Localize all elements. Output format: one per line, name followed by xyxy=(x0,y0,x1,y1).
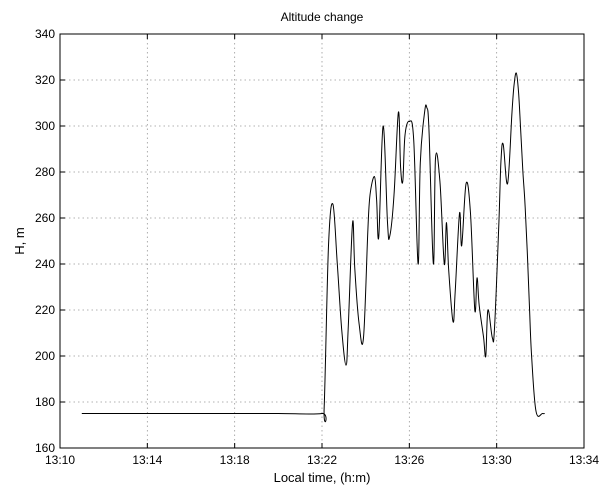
x-tick-label: 13:14 xyxy=(132,453,162,467)
x-tick-label: 13:30 xyxy=(482,453,512,467)
y-tick-label: 340 xyxy=(35,27,55,41)
y-tick-label: 180 xyxy=(35,395,55,409)
x-tick-label: 13:10 xyxy=(45,453,75,467)
chart-title: Altitude change xyxy=(281,10,364,24)
altitude-series-line xyxy=(81,72,545,423)
y-tick-label: 300 xyxy=(35,119,55,133)
y-axis-label: H, m xyxy=(12,227,27,254)
x-tick-label: 13:34 xyxy=(569,453,599,467)
y-tick-label: 280 xyxy=(35,165,55,179)
grid-lines xyxy=(60,34,584,448)
y-tick-label: 200 xyxy=(35,349,55,363)
y-tick-label: 260 xyxy=(35,211,55,225)
x-tick-label: 13:18 xyxy=(220,453,250,467)
axis-ticks: 13:10 13:14 13:18 13:22 13:26 13:30 13:34 160 18… xyxy=(35,27,599,467)
y-tick-label: 220 xyxy=(35,303,55,317)
x-tick-label: 13:26 xyxy=(394,453,424,467)
x-axis-label: Local time, (h:m) xyxy=(274,470,371,485)
y-tick-label: 160 xyxy=(35,441,55,455)
x-tick-label: 13:22 xyxy=(307,453,337,467)
y-tick-label: 320 xyxy=(35,73,55,87)
y-tick-label: 240 xyxy=(35,257,55,271)
